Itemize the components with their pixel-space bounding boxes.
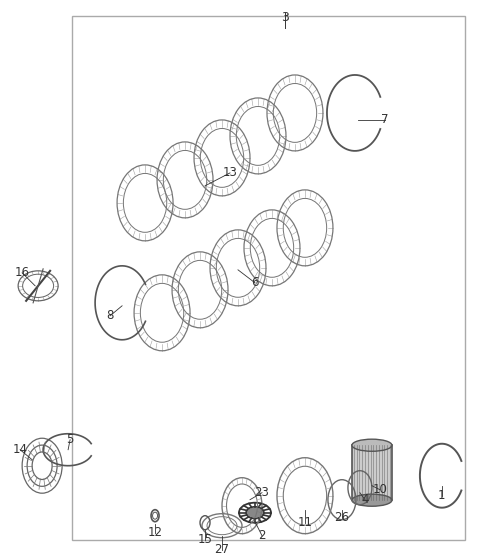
Bar: [352, 445, 392, 500]
Text: 7: 7: [381, 113, 389, 127]
Text: 11: 11: [298, 516, 312, 529]
Ellipse shape: [246, 507, 264, 519]
Text: 4: 4: [361, 493, 369, 506]
Text: 23: 23: [254, 486, 269, 499]
Text: 6: 6: [251, 276, 259, 290]
Text: 13: 13: [223, 166, 238, 179]
Text: 3: 3: [281, 12, 289, 25]
Text: 12: 12: [147, 526, 163, 539]
Text: 10: 10: [372, 483, 387, 496]
Text: 16: 16: [14, 266, 30, 280]
Text: 15: 15: [198, 533, 213, 546]
Text: 8: 8: [107, 309, 114, 323]
Text: 27: 27: [215, 543, 229, 556]
Text: 14: 14: [12, 443, 28, 456]
Text: 1: 1: [438, 489, 445, 502]
Bar: [72, 16, 465, 540]
Text: 5: 5: [66, 433, 74, 446]
Text: 2: 2: [258, 529, 266, 542]
Ellipse shape: [352, 439, 392, 451]
Text: 26: 26: [335, 511, 349, 524]
Ellipse shape: [352, 494, 392, 506]
